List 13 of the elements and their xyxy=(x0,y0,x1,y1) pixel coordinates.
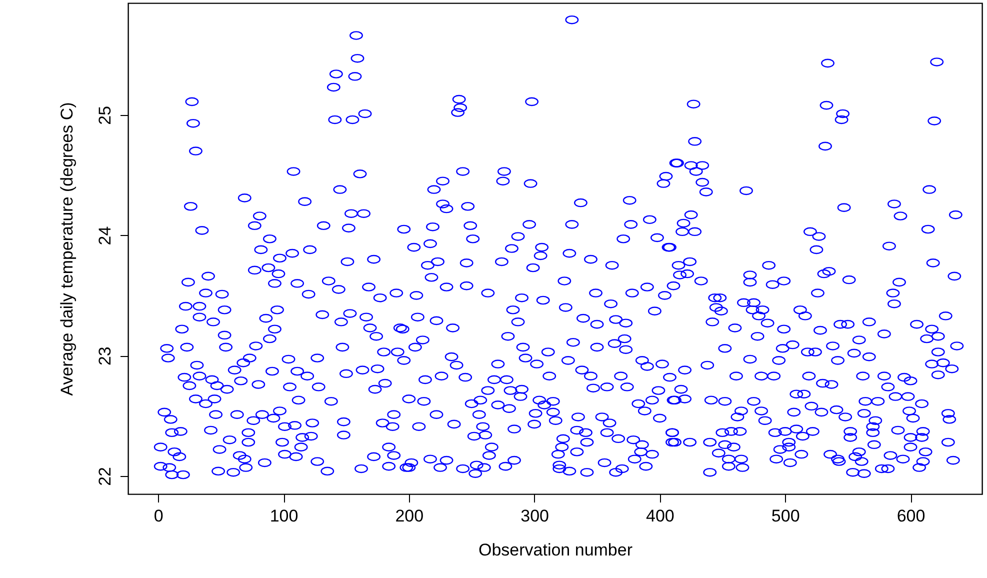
x-tick-label: 500 xyxy=(771,506,800,526)
y-tick-label: 23 xyxy=(96,346,114,366)
x-tick-label: 200 xyxy=(395,506,424,526)
x-tick-label: 300 xyxy=(520,506,549,526)
x-tick-label: 600 xyxy=(896,506,926,526)
y-tick-label: 25 xyxy=(96,106,114,125)
x-tick-label: 400 xyxy=(646,506,674,526)
y-axis-title: Average daily temperature (degrees C) xyxy=(58,102,76,396)
y-tick-label: 22 xyxy=(96,466,114,486)
x-tick-label: 100 xyxy=(270,506,298,526)
x-axis-title: Observation number xyxy=(478,540,633,560)
y-tick-label: 24 xyxy=(96,226,114,246)
x-tick-label: 0 xyxy=(154,506,164,526)
